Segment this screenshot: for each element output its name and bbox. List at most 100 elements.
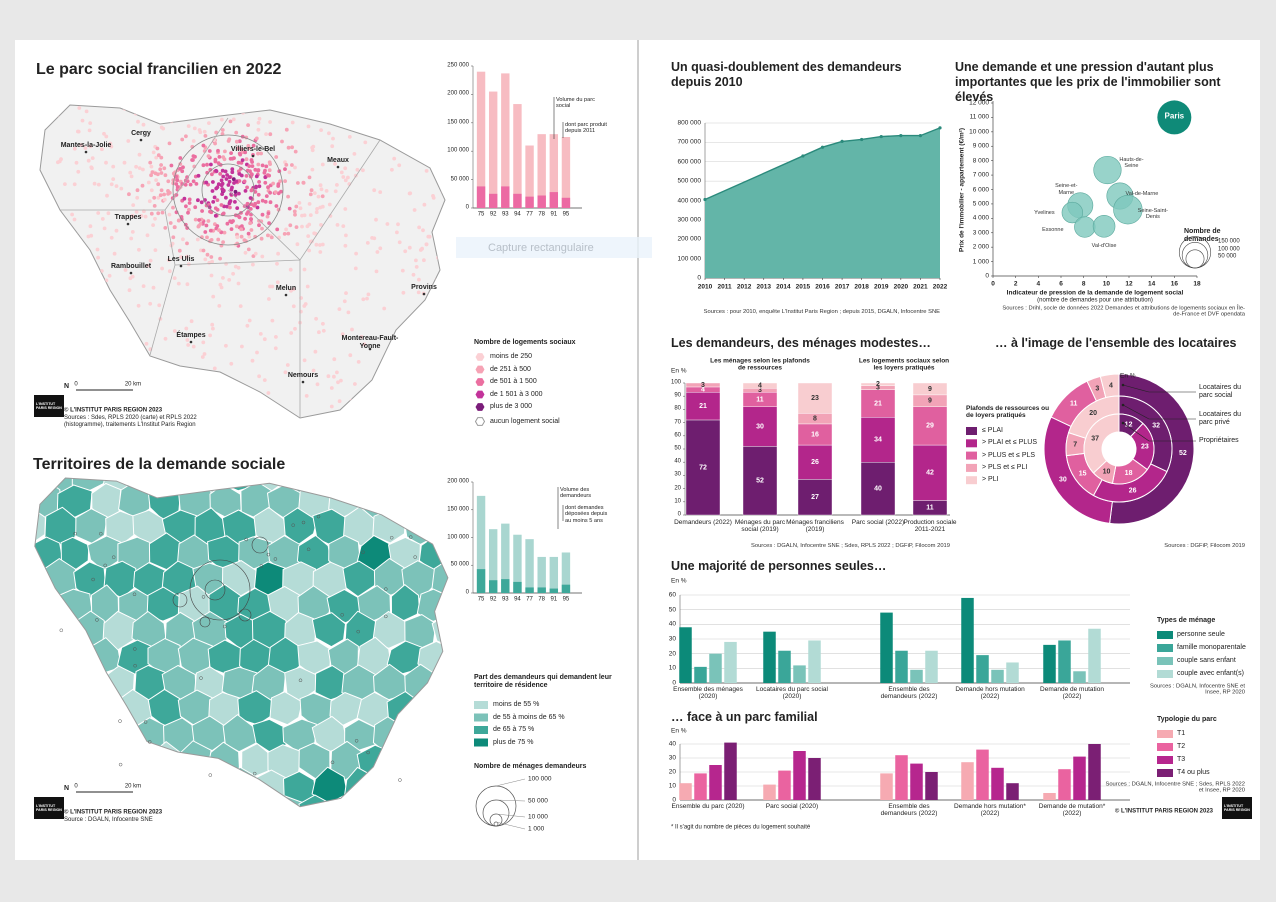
housing-dot [163, 226, 168, 230]
bar [778, 770, 791, 800]
ring-leader [1122, 422, 1196, 442]
housing-dot [353, 382, 357, 386]
housing-dot [339, 170, 344, 175]
housing-dot [260, 163, 265, 168]
chart-title: Une demande et une pression d'autant plu… [955, 60, 1221, 104]
demand-circle [301, 520, 306, 525]
housing-dot [311, 368, 316, 373]
housing-dot [270, 318, 275, 323]
housing-dot [424, 169, 429, 173]
housing-dot [96, 182, 101, 187]
housing-dot [137, 152, 142, 157]
demand-circle [133, 647, 137, 651]
housing-dot [80, 118, 85, 123]
y-tick-label: 0 [985, 272, 989, 280]
housing-dot [104, 160, 108, 165]
housing-dot [229, 151, 234, 156]
demand-circle [384, 614, 388, 619]
housing-dot [243, 150, 248, 155]
capture-overlay [456, 237, 652, 258]
housing-dot [236, 146, 240, 151]
housing-dot [230, 170, 235, 175]
bubble-label: Hauts-de-Seine [1119, 156, 1144, 170]
housing-dot [288, 267, 293, 272]
housing-dot [214, 168, 218, 173]
place-label: Nemours [287, 372, 319, 380]
housing-dot [392, 156, 397, 161]
bar-segment [685, 392, 721, 421]
housing-dot [249, 172, 254, 177]
y-tick-label: 800 000 [677, 119, 702, 127]
housing-dot [260, 254, 265, 259]
housing-dot [213, 141, 218, 146]
bar-segment [860, 417, 896, 463]
y-tick-label: 50 [668, 606, 676, 614]
place-label: Les Ulis [167, 256, 195, 264]
bar [895, 755, 908, 800]
housing-dot [209, 238, 214, 242]
legend-label: plus de 75 % [493, 738, 534, 746]
housing-dot [184, 204, 188, 209]
housing-dot [309, 188, 314, 193]
x-tick-label: Ménages franciliens (2019) [786, 519, 844, 534]
legend-swatch [1157, 730, 1173, 738]
housing-dot [221, 188, 226, 193]
housing-dot [114, 228, 119, 233]
housing-dot [203, 134, 208, 138]
y-tick-label: 30 [668, 754, 676, 762]
housing-dot [293, 212, 297, 217]
x-tick-label: 91 [550, 211, 558, 218]
logo-text: L'INSTITUT PARIS REGION [1224, 803, 1250, 812]
place-label: Trappes [114, 214, 142, 222]
y-tick-label: 100 000 [677, 254, 702, 262]
housing-dot [189, 319, 194, 324]
housing-dot [307, 248, 311, 253]
data-label: 11 [756, 396, 764, 403]
chart-note: * Il s'agit du nombre de pièces du logem… [671, 824, 811, 831]
housing-dot [275, 261, 279, 266]
place-label: Cergy [131, 130, 151, 138]
housing-dot [315, 382, 320, 387]
bar [1073, 671, 1086, 683]
data-label: 23 [811, 395, 819, 402]
y-tick-label: 50 000 [450, 176, 469, 183]
housing-dot [135, 195, 140, 200]
housing-dot [219, 178, 224, 183]
housing-dot [308, 192, 313, 197]
legend-label: de 1 501 à 3 000 [490, 390, 543, 398]
bar [513, 104, 522, 208]
x-tick-label: Ménages du parc social (2019) [734, 519, 786, 534]
housing-dot [255, 205, 260, 210]
housing-dot [248, 207, 253, 211]
size-legend-title: Nombre de demandes [1184, 228, 1221, 243]
housing-dot [298, 206, 303, 211]
housing-dot [266, 391, 271, 395]
bar [501, 73, 510, 208]
housing-dot [232, 181, 236, 185]
legend-label: de 501 à 1 500 [490, 378, 537, 386]
housing-dot [248, 196, 253, 200]
housing-dot [247, 318, 252, 323]
housing-dot [205, 162, 209, 167]
data-label: 9 [928, 386, 932, 393]
housing-dot [249, 228, 254, 232]
donut-segment [1083, 413, 1120, 474]
housing-dot [187, 201, 192, 205]
housing-dot [204, 180, 209, 185]
housing-dot [304, 394, 309, 398]
data-label: 34 [874, 437, 882, 444]
housing-dot [205, 235, 209, 240]
housing-dot [140, 183, 145, 188]
housing-dot [329, 404, 334, 409]
size-legend-leader [495, 799, 526, 802]
housing-dot [237, 215, 242, 220]
housing-dot [363, 140, 368, 145]
x-tick-label: 77 [526, 596, 533, 603]
housing-dot [305, 284, 310, 289]
bar [549, 134, 559, 208]
bar [679, 783, 692, 800]
x-tick-label: 2022 [932, 283, 948, 291]
housing-dot [151, 223, 156, 228]
map-credit: © L'INSTITUT PARIS REGION 2023 [64, 407, 163, 414]
bar [549, 556, 559, 593]
